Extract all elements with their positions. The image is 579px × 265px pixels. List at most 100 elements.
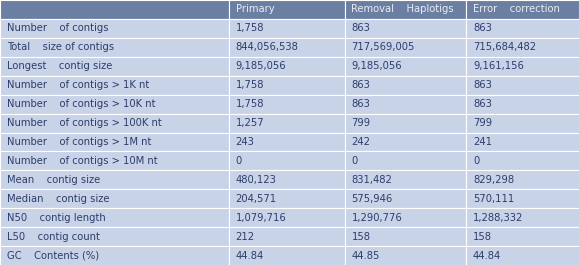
Text: 715,684,482: 715,684,482 [473,42,536,52]
Bar [345,19,466,38]
Text: 0: 0 [351,156,358,166]
Text: 243: 243 [236,137,255,147]
Text: Number    of contigs > 1K nt: Number of contigs > 1K nt [7,80,149,90]
Bar [229,114,345,132]
Text: 44.85: 44.85 [351,250,380,260]
Text: 158: 158 [473,232,492,242]
Bar [229,76,345,95]
Bar [466,114,579,132]
Text: 863: 863 [351,23,371,33]
Bar [0,208,229,227]
Text: Median    contig size: Median contig size [7,194,109,204]
Text: 1,290,776: 1,290,776 [351,213,402,223]
Text: 1,758: 1,758 [236,80,264,90]
Bar [345,95,466,114]
Text: 1,758: 1,758 [236,99,264,109]
Text: 1,257: 1,257 [236,118,264,128]
Bar [345,151,466,170]
Text: 570,111: 570,111 [473,194,514,204]
Text: Primary: Primary [236,5,274,15]
Text: 9,161,156: 9,161,156 [473,61,524,71]
Text: 717,569,005: 717,569,005 [351,42,415,52]
Bar [466,0,579,19]
Bar [229,0,345,19]
Bar [466,19,579,38]
Bar [229,19,345,38]
Text: 241: 241 [473,137,492,147]
Bar [0,38,229,57]
Text: L50    contig count: L50 contig count [7,232,100,242]
Text: 158: 158 [351,232,371,242]
Text: 9,185,056: 9,185,056 [351,61,402,71]
Text: Longest    contig size: Longest contig size [7,61,112,71]
Bar [229,189,345,208]
Text: 212: 212 [236,232,255,242]
Text: 242: 242 [351,137,371,147]
Text: 44.84: 44.84 [236,250,264,260]
Bar [345,57,466,76]
Text: 575,946: 575,946 [351,194,393,204]
Bar [229,57,345,76]
Bar [0,246,229,265]
Text: 480,123: 480,123 [236,175,277,185]
Bar [0,227,229,246]
Bar [229,227,345,246]
Text: 844,056,538: 844,056,538 [236,42,299,52]
Bar [0,0,229,19]
Text: Mean    contig size: Mean contig size [7,175,100,185]
Bar [229,151,345,170]
Text: Number    of contigs > 1M nt: Number of contigs > 1M nt [7,137,151,147]
Text: 1,079,716: 1,079,716 [236,213,287,223]
Bar [229,170,345,189]
Bar [345,114,466,132]
Text: 863: 863 [473,23,492,33]
Bar [0,57,229,76]
Bar [0,95,229,114]
Text: Number    of contigs > 100K nt: Number of contigs > 100K nt [7,118,162,128]
Text: 9,185,056: 9,185,056 [236,61,286,71]
Bar [0,76,229,95]
Bar [0,170,229,189]
Text: Error    correction: Error correction [473,5,560,15]
Text: 863: 863 [351,80,371,90]
Bar [466,57,579,76]
Text: 863: 863 [473,80,492,90]
Bar [466,227,579,246]
Bar [466,189,579,208]
Bar [466,170,579,189]
Bar [466,151,579,170]
Bar [466,95,579,114]
Text: Number    of contigs: Number of contigs [7,23,108,33]
Bar [0,151,229,170]
Bar [345,227,466,246]
Bar [229,246,345,265]
Bar [345,208,466,227]
Text: 799: 799 [351,118,371,128]
Bar [466,76,579,95]
Bar [229,132,345,151]
Text: 0: 0 [236,156,242,166]
Bar [229,95,345,114]
Text: Removal    Haplotigs: Removal Haplotigs [351,5,454,15]
Text: 0: 0 [473,156,479,166]
Text: 829,298: 829,298 [473,175,514,185]
Text: N50    contig length: N50 contig length [7,213,106,223]
Text: 799: 799 [473,118,492,128]
Bar [345,189,466,208]
Bar [466,38,579,57]
Text: 863: 863 [351,99,371,109]
Bar [0,189,229,208]
Text: 1,758: 1,758 [236,23,264,33]
Bar [466,208,579,227]
Bar [466,132,579,151]
Bar [345,38,466,57]
Text: 831,482: 831,482 [351,175,393,185]
Bar [229,38,345,57]
Bar [0,19,229,38]
Text: GC    Contents (%): GC Contents (%) [7,250,99,260]
Bar [345,170,466,189]
Bar [345,246,466,265]
Bar [229,208,345,227]
Bar [345,0,466,19]
Text: 1,288,332: 1,288,332 [473,213,523,223]
